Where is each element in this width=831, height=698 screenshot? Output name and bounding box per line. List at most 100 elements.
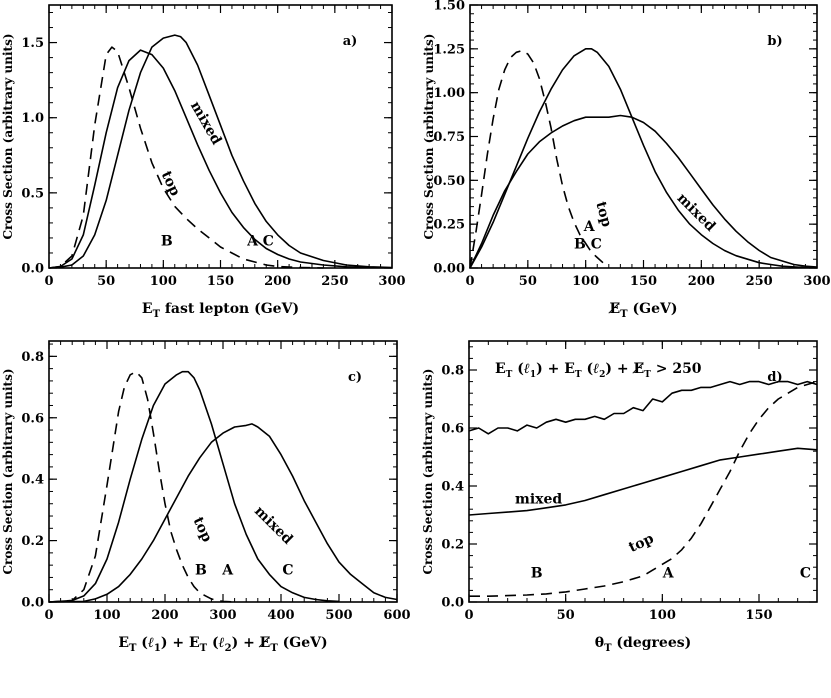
- x-tick-label: 150: [630, 274, 657, 289]
- x-tick-label: 0: [465, 274, 474, 289]
- title-part: E: [495, 361, 506, 377]
- title-part: (: [582, 361, 594, 377]
- xlabel-part: ℓ: [148, 635, 154, 651]
- x-tick-label: 250: [746, 274, 773, 289]
- y-tick-label: 0.8: [21, 350, 44, 365]
- x-tick-label: 50: [97, 274, 115, 289]
- series-line-top: [469, 380, 818, 598]
- y-tick-label: 0.8: [441, 364, 464, 379]
- xlabel-rest: (GeV): [628, 301, 678, 317]
- panel-label: a): [343, 34, 358, 49]
- y-tick-label: 0.6: [21, 411, 44, 426]
- y-tick-label: 1.25: [433, 42, 465, 57]
- curve-label: A C: [246, 233, 274, 249]
- xlabel-part: (: [136, 635, 148, 651]
- series-line-top: [48, 46, 324, 269]
- panel-c: 0 100 200 300 400 500 600 0.0 0.2 0.4 0.6 0.8 top mix…: [1, 340, 411, 654]
- xlabel-part: ) + E: [161, 635, 200, 651]
- x-tick-label: 0: [44, 274, 53, 289]
- xlabel-rest: (degrees): [612, 635, 692, 651]
- series-line-top: [48, 370, 235, 603]
- y-tick-label: 0.4: [441, 480, 464, 495]
- curve-label: B: [531, 565, 543, 581]
- y-tick-label: 0.4: [21, 473, 44, 488]
- y-tick-label: 0.6: [441, 422, 464, 437]
- x-tick-label: 50: [519, 274, 537, 289]
- title-sub: T: [644, 370, 651, 380]
- curve-label: A: [662, 565, 675, 581]
- curve-label: A: [221, 562, 234, 578]
- y-tick-label: 0.0: [21, 596, 44, 611]
- panel-label: c): [348, 370, 362, 385]
- curve-label: mixed: [187, 99, 225, 148]
- series-line-b: [469, 47, 818, 269]
- title-sub: 2: [599, 370, 605, 380]
- xlabel-part: (GeV): [278, 635, 328, 651]
- curve-label: C: [800, 565, 811, 581]
- y-tick-label: 0.5: [21, 186, 44, 201]
- series-line-b: [48, 49, 393, 269]
- y-axis-label: Cross Section (arbitrary units): [1, 368, 15, 574]
- x-axis-label: E̸T (GeV): [608, 301, 677, 320]
- xlabel-sub: 1: [154, 643, 161, 654]
- series-line-mixed: [48, 423, 398, 603]
- y-tick-label: 0.2: [441, 538, 464, 553]
- title-sub: T: [506, 370, 513, 380]
- y-tick-label: 0.50: [433, 174, 465, 189]
- x-tick-label: 600: [383, 608, 410, 623]
- y-tick-label: 0.0: [21, 262, 44, 277]
- y-tick-label: 0.0: [441, 596, 464, 611]
- plot-frame: [468, 340, 818, 603]
- x-tick-label: 300: [378, 274, 405, 289]
- curve-label: A: [583, 219, 596, 235]
- y-axis-label: Cross Section (arbitrary units): [421, 368, 435, 574]
- x-tick-label: 150: [207, 274, 234, 289]
- x-axis-label: ET (ℓ1) + ET (ℓ2) + E̸T (GeV): [118, 635, 327, 654]
- series-line-mixed: [468, 447, 818, 516]
- panel-label: b): [767, 34, 782, 49]
- x-tick-label: 200: [264, 274, 291, 289]
- series-line-mixed: [469, 114, 818, 269]
- x-tick-label: 200: [688, 274, 715, 289]
- y-tick-label: 1.00: [433, 86, 465, 101]
- y-tick-label: 1.50: [433, 0, 465, 14]
- x-tick-label: 0: [464, 608, 473, 623]
- y-tick-label: 0.2: [21, 534, 44, 549]
- xlabel-part: ℓ: [219, 635, 225, 651]
- curve-label: C: [282, 562, 293, 578]
- title-sub: T: [575, 370, 582, 380]
- x-tick-label: 150: [745, 608, 772, 623]
- xlabel-sub: T: [620, 309, 628, 320]
- title-part: ℓ: [524, 361, 530, 377]
- x-tick-label: 100: [150, 274, 177, 289]
- title-part: ) + E: [536, 361, 575, 377]
- curve-label: mixed: [515, 491, 562, 507]
- x-tick-label: 100: [649, 608, 676, 623]
- curve-label: top: [190, 515, 215, 545]
- curve-label: mixed: [251, 503, 296, 548]
- series-line-b: [468, 380, 818, 435]
- xlabel-sub: T: [604, 643, 612, 654]
- x-tick-label: 300: [803, 274, 830, 289]
- panel-label: d): [767, 370, 782, 385]
- x-tick-label: 0: [44, 608, 53, 623]
- xlabel-sub: T: [270, 643, 278, 654]
- x-tick-label: 500: [325, 608, 352, 623]
- title-part: ) + E̸: [605, 361, 644, 377]
- curve-label: top: [592, 200, 614, 229]
- title-sub: 1: [530, 370, 536, 380]
- y-axis-label: Cross Section (arbitrary units): [1, 33, 15, 239]
- x-axis-label: ET fast lepton (GeV): [142, 301, 299, 320]
- x-tick-label: 50: [557, 608, 575, 623]
- xlabel-part: ) + E̸: [232, 635, 271, 651]
- xlabel-sub: T: [153, 309, 161, 320]
- xlabel-rest: fast lepton (GeV): [160, 301, 299, 317]
- curve-label: B: [161, 233, 173, 249]
- y-tick-label: 1.5: [21, 36, 44, 51]
- xlabel-main: θ: [595, 635, 604, 651]
- y-tick-label: 1.0: [21, 111, 44, 126]
- y-tick-label: 0.00: [433, 262, 465, 277]
- xlabel-part: E: [118, 635, 129, 651]
